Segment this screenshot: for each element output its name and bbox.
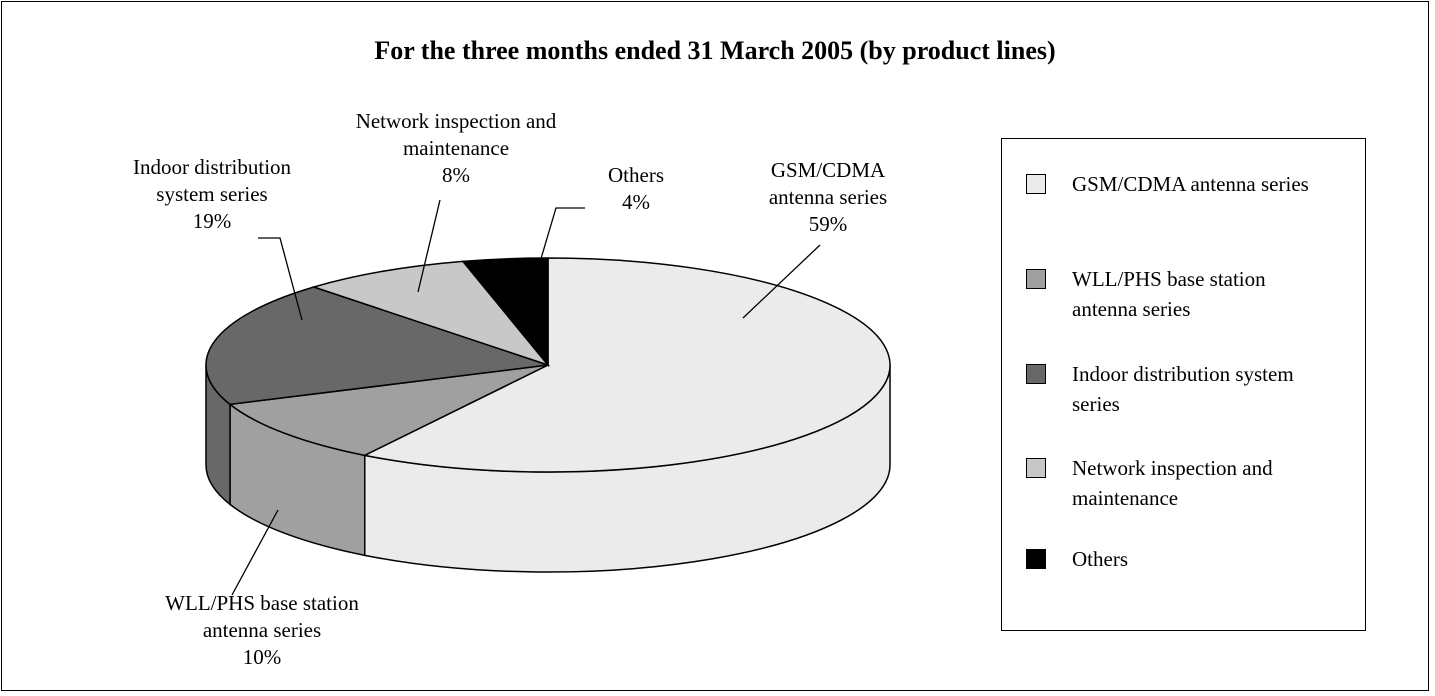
data-label-name: Indoor distribution system series	[132, 155, 292, 206]
slice-top	[228, 364, 549, 457]
data-label-name: GSM/CDMA antenna series	[768, 158, 888, 209]
legend-label: WLL/PHS base station antenna series	[1072, 267, 1266, 321]
data-label: Indoor distribution system series 19%	[112, 154, 312, 235]
legend-label: Indoor distribution system series	[1072, 362, 1294, 416]
data-label: WLL/PHS base station antenna series 10%	[145, 590, 380, 671]
slice	[205, 286, 549, 506]
legend-swatch	[1026, 174, 1046, 194]
slice-top	[311, 260, 551, 367]
legend-label: GSM/CDMA antenna series	[1072, 172, 1309, 196]
leader-line	[539, 207, 585, 263]
legend-swatch	[1026, 458, 1046, 478]
slice	[461, 257, 549, 368]
leader-line	[258, 237, 303, 321]
data-label-value: 19%	[192, 209, 232, 233]
data-label: Others 4%	[586, 162, 686, 216]
leader-line	[417, 199, 441, 293]
legend-label: Network inspection and maintenance	[1072, 456, 1273, 510]
data-label-name: Others	[608, 163, 664, 187]
data-label: GSM/CDMA antenna series 59%	[741, 157, 916, 238]
legend-swatch	[1026, 364, 1046, 384]
leader-line	[231, 509, 279, 596]
slice-top	[362, 257, 891, 473]
slice	[311, 260, 551, 367]
slice-top	[205, 286, 549, 406]
slice-top	[461, 257, 549, 368]
data-label-value: 59%	[808, 212, 848, 236]
legend-label: Others	[1072, 547, 1128, 571]
chart-title: For the three months ended 31 March 2005…	[374, 36, 1056, 65]
legend: GSM/CDMA antenna series WLL/PHS base stat…	[1001, 138, 1366, 631]
data-label-value: 4%	[622, 190, 650, 214]
legend-swatch	[1026, 269, 1046, 289]
data-label: Network inspection and maintenance 8%	[341, 108, 571, 189]
legend-swatch	[1026, 549, 1046, 569]
data-label-value: 8%	[442, 163, 470, 187]
leader-line	[742, 244, 821, 319]
data-label-name: WLL/PHS base station antenna series	[165, 591, 359, 642]
data-label-value: 10%	[242, 645, 282, 669]
data-label-name: Network inspection and maintenance	[355, 109, 557, 160]
